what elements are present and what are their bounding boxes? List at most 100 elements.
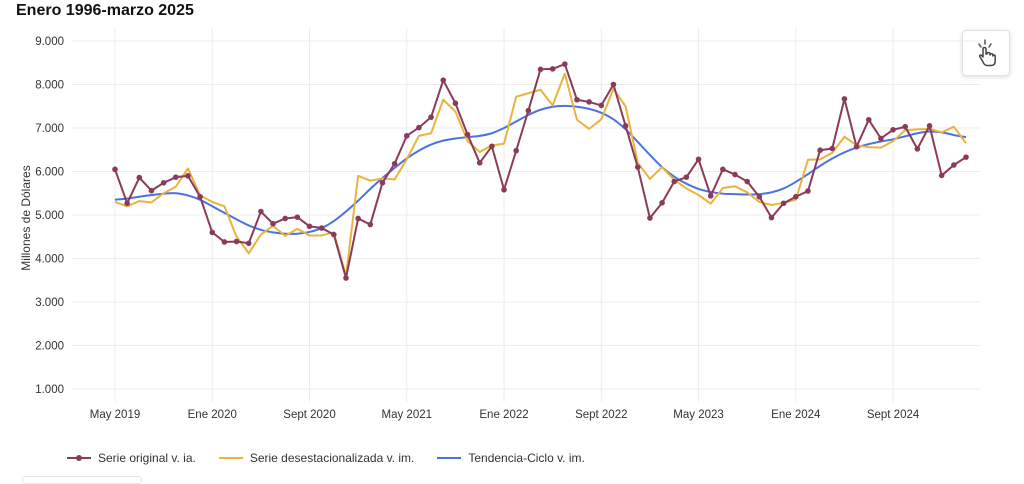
legend-label-original: Serie original v. ia. (98, 451, 196, 465)
y-tick-label: 1.000 (35, 384, 64, 396)
data-point-original (270, 220, 276, 227)
data-point-original (391, 160, 398, 167)
legend-item-tendencia[interactable]: Tendencia-Ciclo v. im. (436, 450, 585, 466)
chart-legend: Serie original v. ia. Serie desestaciona… (66, 450, 607, 466)
y-tick-label: 6.000 (35, 167, 64, 179)
data-point-original (379, 180, 386, 186)
data-point-original (622, 123, 629, 129)
data-point-original (464, 131, 471, 138)
data-point-original (306, 223, 313, 230)
data-point-original (112, 166, 118, 173)
data-point-original (793, 193, 799, 200)
bottom-tab (22, 476, 142, 484)
data-point-original (963, 154, 969, 160)
data-point-original (476, 160, 483, 166)
data-point-original (732, 171, 738, 178)
y-tick-label: 2.000 (35, 340, 64, 352)
data-point-original (148, 187, 155, 194)
data-point-original (853, 143, 860, 150)
data-point-original (525, 107, 532, 114)
data-point-original (294, 214, 301, 220)
legend-swatch-tendencia (437, 457, 462, 459)
data-point-original (318, 225, 325, 231)
x-tick-label: May 2021 (382, 409, 433, 421)
data-point-original (160, 180, 167, 186)
x-tick-label: Sept 2020 (283, 409, 335, 421)
data-point-original (707, 193, 714, 199)
data-point-original (926, 123, 933, 129)
data-point-original (452, 100, 459, 107)
data-point-original (683, 174, 690, 180)
data-point-original (355, 215, 361, 222)
x-tick-label: Sept 2024 (867, 409, 920, 421)
data-point-original (124, 200, 130, 207)
legend-swatch-desestacionalizada (218, 457, 243, 459)
x-tick-label: Ene 2024 (771, 409, 821, 421)
data-point-original (185, 173, 191, 179)
data-point-original (258, 208, 264, 215)
series-line-desestacionalizada (114, 72, 967, 277)
interaction-mode-button[interactable] (962, 30, 1010, 76)
x-tick-label: Sept 2022 (575, 409, 627, 421)
data-point-original (598, 102, 605, 109)
data-point-original (282, 215, 289, 222)
data-point-original (914, 146, 921, 152)
y-tick-label: 5.000 (35, 210, 64, 222)
data-point-original (209, 229, 216, 236)
y-tick-label: 9.000 (35, 36, 64, 48)
data-point-original (647, 215, 653, 221)
data-point-original (172, 174, 179, 180)
x-tick-label: May 2023 (673, 409, 724, 421)
legend-item-original[interactable]: Serie original v. ia. (66, 450, 196, 466)
data-point-original (440, 77, 447, 83)
legend-swatch-original (67, 455, 91, 461)
data-point-original (865, 116, 872, 123)
data-point-original (890, 126, 896, 133)
legend-label-tendencia: Tendencia-Ciclo v. im. (468, 451, 585, 465)
data-point-original (768, 214, 775, 221)
data-point-original (549, 66, 556, 72)
data-point-original (902, 123, 909, 130)
pointer-hand-icon (978, 39, 996, 67)
y-tick-label: 7.000 (35, 123, 64, 135)
data-point-original (951, 162, 957, 168)
y-axis-label: Millones de Dólares (19, 165, 33, 270)
data-point-original (416, 124, 422, 131)
data-point-original (634, 164, 641, 170)
data-point-original (586, 99, 592, 105)
data-point-original (428, 114, 434, 120)
data-point-original (878, 135, 884, 142)
x-tick-label: Ene 2020 (188, 409, 237, 421)
data-point-original (562, 61, 568, 67)
x-tick-label: May 2019 (90, 409, 141, 421)
data-point-original (537, 66, 544, 73)
data-point-original (501, 186, 507, 193)
data-point-original (671, 178, 678, 185)
data-point-original (744, 178, 750, 185)
y-tick-label: 8.000 (35, 80, 64, 92)
series-line-original (114, 63, 967, 280)
data-point-original (233, 238, 240, 245)
legend-label-desestacionalizada: Serie desestacionalizada v. im. (249, 451, 415, 465)
data-point-original (136, 174, 143, 181)
data-point-original (403, 133, 410, 139)
data-point-original (221, 239, 228, 245)
data-point-original (817, 147, 823, 154)
data-point-original (574, 96, 580, 103)
data-point-original (513, 147, 519, 154)
data-point-original (331, 231, 337, 238)
data-point-original (780, 200, 787, 207)
legend-item-desestacionalizada[interactable]: Serie desestacionalizada v. im. (218, 450, 415, 466)
data-point-original (659, 200, 665, 206)
chart-title: Enero 1996-marzo 2025 (16, 2, 194, 19)
data-point-original (938, 172, 945, 179)
data-point-original (756, 193, 763, 200)
data-point-original (695, 156, 702, 163)
x-tick-label: Ene 2022 (479, 409, 528, 421)
series-line-tendencia (114, 104, 967, 235)
data-point-original (805, 188, 811, 194)
y-tick-label: 4.000 (35, 253, 64, 265)
data-point-original (841, 96, 848, 102)
data-point-original (343, 275, 349, 281)
